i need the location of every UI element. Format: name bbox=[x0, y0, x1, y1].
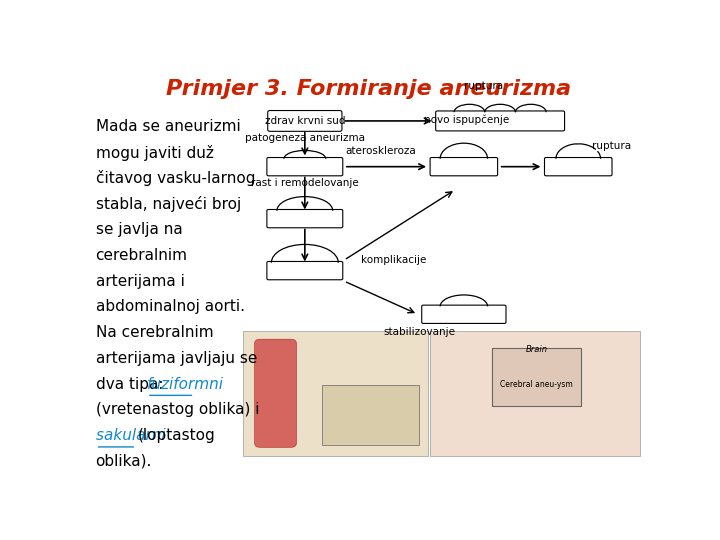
Text: zdrav krvni sud: zdrav krvni sud bbox=[264, 116, 345, 126]
FancyBboxPatch shape bbox=[492, 348, 581, 406]
Text: patogeneza aneurizma: patogeneza aneurizma bbox=[245, 133, 365, 143]
Text: (loptastog: (loptastog bbox=[138, 428, 215, 443]
Text: rast i remodelovanje: rast i remodelovanje bbox=[251, 178, 359, 188]
FancyBboxPatch shape bbox=[243, 331, 428, 456]
Text: se javlja na: se javlja na bbox=[96, 222, 182, 237]
FancyBboxPatch shape bbox=[431, 331, 639, 456]
FancyBboxPatch shape bbox=[267, 158, 343, 176]
FancyBboxPatch shape bbox=[322, 385, 419, 446]
Text: ruptura: ruptura bbox=[464, 82, 503, 91]
Text: komplikacije: komplikacije bbox=[361, 255, 426, 265]
FancyBboxPatch shape bbox=[430, 158, 498, 176]
Text: stabla, najveći broj: stabla, najveći broj bbox=[96, 196, 240, 212]
Text: novo ispupčenje: novo ispupčenje bbox=[424, 114, 509, 125]
FancyBboxPatch shape bbox=[268, 111, 342, 131]
Text: Brain: Brain bbox=[526, 345, 547, 354]
Text: arterijama i: arterijama i bbox=[96, 274, 184, 288]
Text: Mada se aneurizmi: Mada se aneurizmi bbox=[96, 119, 240, 134]
Text: arterijama javljaju se: arterijama javljaju se bbox=[96, 351, 257, 366]
FancyBboxPatch shape bbox=[267, 261, 343, 280]
Text: oblika).: oblika). bbox=[96, 454, 152, 469]
FancyBboxPatch shape bbox=[422, 305, 506, 323]
Text: (vretenastog oblika) i: (vretenastog oblika) i bbox=[96, 402, 259, 417]
Text: Cerebral aneu-ysm: Cerebral aneu-ysm bbox=[500, 381, 573, 389]
Text: stabilizovanje: stabilizovanje bbox=[383, 327, 455, 337]
FancyBboxPatch shape bbox=[267, 210, 343, 228]
Text: fuziformni: fuziformni bbox=[147, 377, 224, 392]
Text: ateroskleroza: ateroskleroza bbox=[346, 146, 416, 156]
Text: mogu javiti duž: mogu javiti duž bbox=[96, 145, 213, 160]
FancyBboxPatch shape bbox=[255, 339, 297, 447]
FancyBboxPatch shape bbox=[436, 111, 564, 131]
Text: Primjer 3. Formiranje aneurizma: Primjer 3. Formiranje aneurizma bbox=[166, 79, 572, 99]
Text: cerebralnim: cerebralnim bbox=[96, 248, 188, 263]
Text: ruptura: ruptura bbox=[593, 141, 631, 151]
Text: čitavog vasku-larnog: čitavog vasku-larnog bbox=[96, 171, 255, 186]
FancyBboxPatch shape bbox=[544, 158, 612, 176]
Text: Na cerebralnim: Na cerebralnim bbox=[96, 325, 213, 340]
Text: dva tipa:: dva tipa: bbox=[96, 377, 168, 392]
Text: sakularni: sakularni bbox=[96, 428, 170, 443]
Text: abdominalnoj aorti.: abdominalnoj aorti. bbox=[96, 299, 245, 314]
